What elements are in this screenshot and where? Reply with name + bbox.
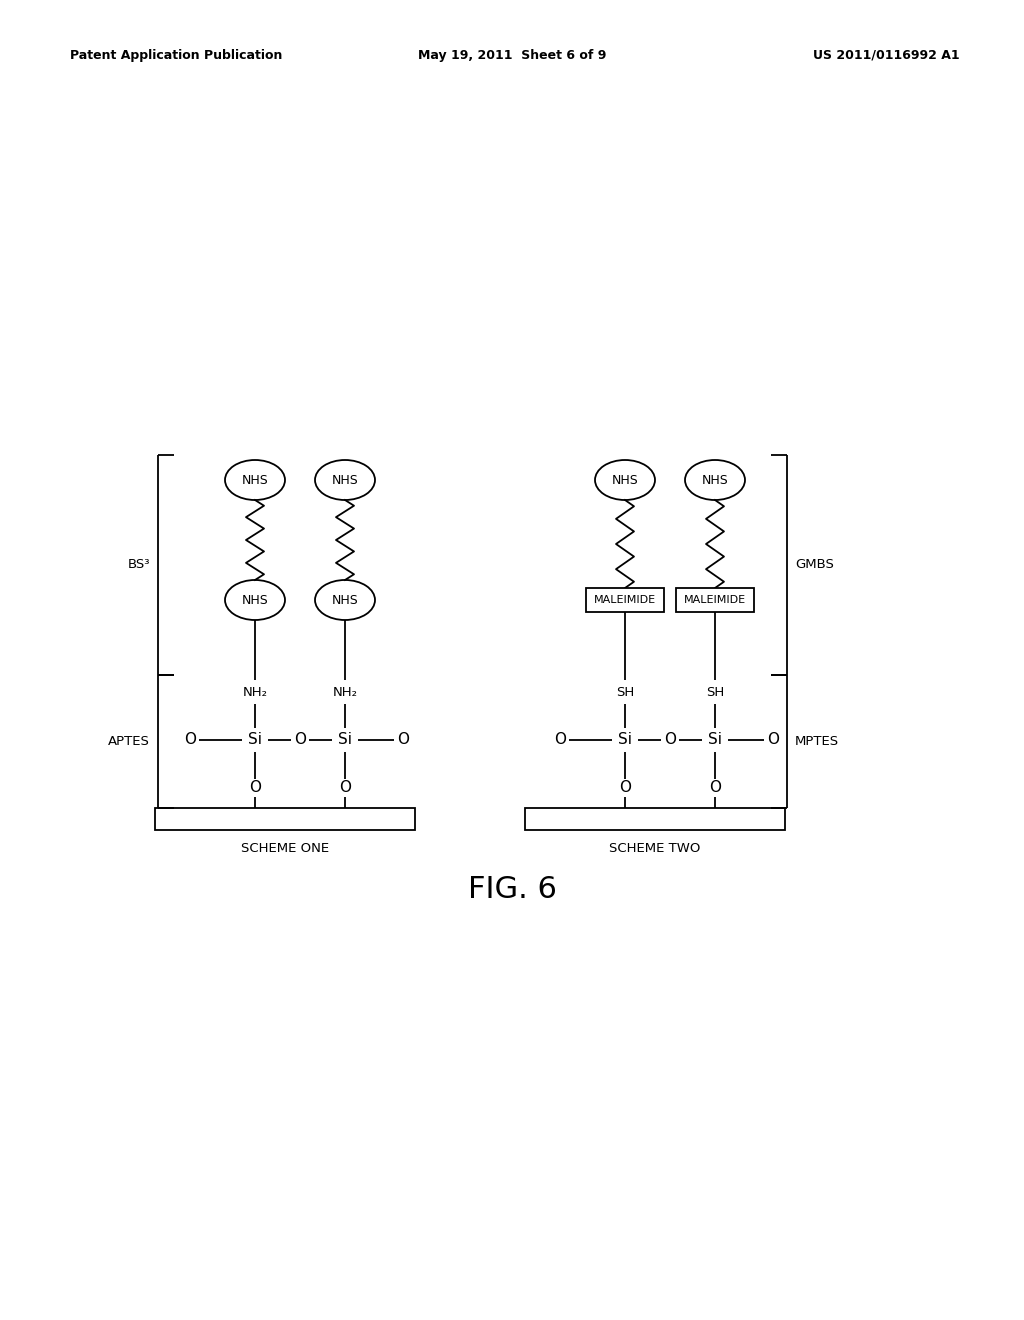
Text: O: O: [554, 733, 566, 747]
Text: O: O: [397, 733, 409, 747]
Text: US 2011/0116992 A1: US 2011/0116992 A1: [813, 49, 961, 62]
Text: Si: Si: [338, 733, 352, 747]
Bar: [676, 587, 754, 612]
Text: Si: Si: [248, 733, 262, 747]
Text: MALEIMIDE: MALEIMIDE: [594, 595, 656, 605]
Text: NHS: NHS: [242, 474, 268, 487]
Text: SH: SH: [615, 685, 634, 698]
Text: NH₂: NH₂: [333, 685, 357, 698]
Text: BS³: BS³: [128, 558, 150, 572]
Text: NHS: NHS: [332, 594, 358, 606]
Text: NHS: NHS: [332, 474, 358, 487]
Text: NH₂: NH₂: [243, 685, 267, 698]
Text: May 19, 2011  Sheet 6 of 9: May 19, 2011 Sheet 6 of 9: [418, 49, 606, 62]
Text: O: O: [249, 780, 261, 796]
Text: NHS: NHS: [701, 474, 728, 487]
Text: SCHEME ONE: SCHEME ONE: [241, 842, 329, 854]
Text: MALEIMIDE: MALEIMIDE: [684, 595, 746, 605]
Text: O: O: [767, 733, 779, 747]
Bar: [525, 808, 785, 830]
Text: Patent Application Publication: Patent Application Publication: [70, 49, 283, 62]
Text: MPTES: MPTES: [795, 735, 839, 748]
Text: O: O: [184, 733, 196, 747]
Text: FIG. 6: FIG. 6: [468, 875, 556, 904]
Text: O: O: [664, 733, 676, 747]
Text: NHS: NHS: [242, 594, 268, 606]
Text: Si: Si: [708, 733, 722, 747]
Text: APTES: APTES: [109, 735, 150, 748]
Text: O: O: [618, 780, 631, 796]
Text: O: O: [709, 780, 721, 796]
Bar: [155, 808, 415, 830]
Bar: [586, 587, 664, 612]
Text: GMBS: GMBS: [795, 558, 834, 572]
Text: SH: SH: [706, 685, 724, 698]
Text: O: O: [294, 733, 306, 747]
Text: NHS: NHS: [611, 474, 638, 487]
Text: Si: Si: [618, 733, 632, 747]
Text: SCHEME TWO: SCHEME TWO: [609, 842, 700, 854]
Text: O: O: [339, 780, 351, 796]
